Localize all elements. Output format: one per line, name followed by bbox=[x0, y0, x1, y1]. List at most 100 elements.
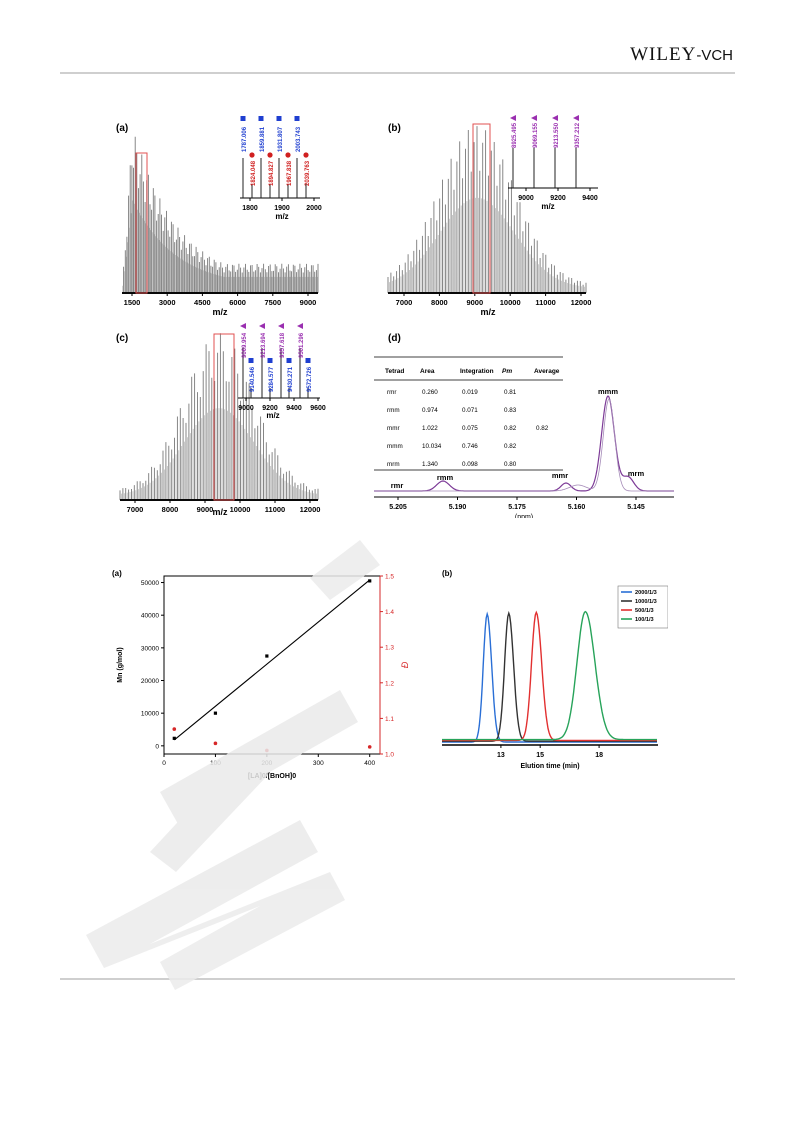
peak-label-purple: 9069.155 bbox=[533, 122, 539, 148]
table-cell: 0.746 bbox=[462, 443, 478, 450]
x-tick-label: 12000 bbox=[300, 505, 321, 514]
peak-label-blue: 1931.807 bbox=[278, 126, 284, 152]
x-axis-label: (ppm) bbox=[515, 514, 533, 518]
x-tick-label: 8000 bbox=[162, 505, 179, 514]
table-cell: 1.022 bbox=[422, 425, 438, 432]
x-axis-label: m/z bbox=[480, 307, 496, 317]
inset-x-tick-label: 9000 bbox=[238, 405, 254, 412]
y2-tick-label: 1.2 bbox=[385, 680, 394, 687]
panel-label: (d) bbox=[388, 333, 401, 344]
table-cell: 10.034 bbox=[422, 443, 442, 450]
legend-label: 2000/1/3 bbox=[635, 590, 657, 596]
x-tick-label: 5.160 bbox=[568, 504, 586, 511]
peak-label: rmm bbox=[437, 473, 454, 482]
table-cell: 0.82 bbox=[504, 425, 517, 432]
mn-point bbox=[172, 736, 176, 740]
peak-label-red: 1824.048 bbox=[251, 160, 257, 186]
purple-triangle-marker bbox=[531, 115, 537, 121]
table-header: Area bbox=[420, 368, 435, 375]
zoom-box bbox=[472, 123, 491, 294]
panel-label: (b) bbox=[442, 569, 453, 578]
peak-label-red: 2039.763 bbox=[305, 160, 311, 186]
purple-triangle-marker bbox=[297, 323, 303, 329]
table-cell: 1.340 bbox=[422, 461, 438, 468]
table-cell: 0.83 bbox=[504, 407, 517, 414]
x-tick-label: 10000 bbox=[230, 505, 251, 514]
legend-label: 100/1/3 bbox=[635, 617, 654, 623]
purple-triangle-marker bbox=[259, 323, 265, 329]
x-tick-label: 6000 bbox=[229, 298, 246, 307]
red-circle-marker bbox=[249, 152, 255, 158]
x-tick-label: 11000 bbox=[535, 298, 555, 307]
peak-label-purple: 8925.495 bbox=[512, 122, 518, 148]
peak-label: mmm bbox=[598, 387, 618, 396]
table-cell: 0.80 bbox=[504, 461, 517, 468]
table-cell: rmm bbox=[387, 407, 400, 414]
red-circle-marker bbox=[267, 152, 273, 158]
y-tick-label: 20000 bbox=[141, 678, 159, 685]
x-tick-label: 9000 bbox=[300, 298, 317, 307]
peak-label: rmr bbox=[391, 481, 404, 490]
purple-triangle-marker bbox=[573, 115, 579, 121]
fit-line bbox=[173, 579, 371, 741]
inset-x-tick-label: 1900 bbox=[274, 205, 290, 212]
inset-x-tick-label: 9200 bbox=[262, 405, 278, 412]
x-tick-label: 9000 bbox=[197, 505, 214, 514]
inset-x-tick-label: 9200 bbox=[550, 195, 566, 202]
blue-square-marker bbox=[286, 358, 292, 363]
footer-rule bbox=[60, 978, 735, 980]
x-tick-label: 13 bbox=[497, 752, 505, 759]
inset-x-tick-label: 9400 bbox=[286, 405, 302, 412]
x-tick-label: 300 bbox=[313, 760, 324, 767]
sec-trace bbox=[442, 611, 657, 743]
red-circle-marker bbox=[285, 152, 291, 158]
blue-square-marker bbox=[305, 358, 311, 363]
inset-x-tick-label: 9600 bbox=[310, 405, 326, 412]
peak-label-purple: 9357.618 bbox=[280, 332, 286, 358]
legend bbox=[617, 585, 668, 629]
table-cell: mmr bbox=[387, 425, 400, 432]
x-tick-label: 18 bbox=[595, 752, 603, 759]
table-cell: mmm bbox=[387, 443, 403, 450]
inset-x-tick-label: 9000 bbox=[518, 195, 534, 202]
x-axis-label: [LA]0/[BnOH]0 bbox=[248, 773, 296, 780]
spectrum-peaks bbox=[119, 333, 319, 500]
inset-x-tick-label: 2000 bbox=[306, 205, 322, 212]
peak-label-blue: 9430.271 bbox=[288, 366, 294, 392]
panel-d-top: (d) Tetrad Area Integration Pm Average rmr 0.26… bbox=[374, 333, 674, 518]
peak-label-blue: 9140.546 bbox=[250, 366, 256, 392]
peak-label-purple: 9357.212 bbox=[575, 122, 581, 148]
table-header: Average bbox=[534, 368, 560, 375]
y-tick-label: 40000 bbox=[141, 613, 159, 620]
spectrum-minor-peaks bbox=[121, 408, 317, 500]
peak-label-purple: 9069.954 bbox=[242, 332, 248, 358]
inset-x-label: m/z bbox=[266, 411, 279, 420]
purple-triangle-marker bbox=[240, 323, 246, 329]
spectrum-minor-peaks bbox=[389, 197, 585, 293]
y-tick-label: 0 bbox=[155, 743, 159, 750]
x-tick-label: 5.190 bbox=[449, 504, 467, 511]
x-tick-label: 7000 bbox=[396, 298, 413, 307]
publisher-logo: WILEY-VCH bbox=[630, 44, 733, 65]
spectrum-peaks bbox=[123, 136, 319, 293]
peak-label-purple: 9213.694 bbox=[261, 332, 267, 358]
x-tick-label: 4500 bbox=[194, 298, 211, 307]
peak-label-blue: 1859.881 bbox=[260, 126, 266, 152]
inset-x-label: m/z bbox=[541, 202, 554, 211]
table-cell: mrm bbox=[387, 461, 400, 468]
table-cell: 0.81 bbox=[504, 389, 517, 396]
table-cell: 0.82 bbox=[536, 425, 549, 432]
x-tick-label: 11000 bbox=[265, 505, 285, 514]
x-tick-label: 10000 bbox=[500, 298, 521, 307]
blue-square-marker bbox=[258, 116, 264, 121]
blue-square-marker bbox=[248, 358, 254, 363]
panel-b-bottom: (b) 13 15 18 Elution time (min) 2000/1/3 1000/… bbox=[442, 569, 668, 770]
x-tick-label: 5.145 bbox=[627, 504, 645, 511]
mn-point bbox=[368, 579, 372, 583]
table-cell: rmr bbox=[387, 389, 396, 396]
y2-tick-label: 1.0 bbox=[385, 752, 394, 759]
panel-label: (a) bbox=[112, 569, 122, 578]
purple-triangle-marker bbox=[278, 323, 284, 329]
